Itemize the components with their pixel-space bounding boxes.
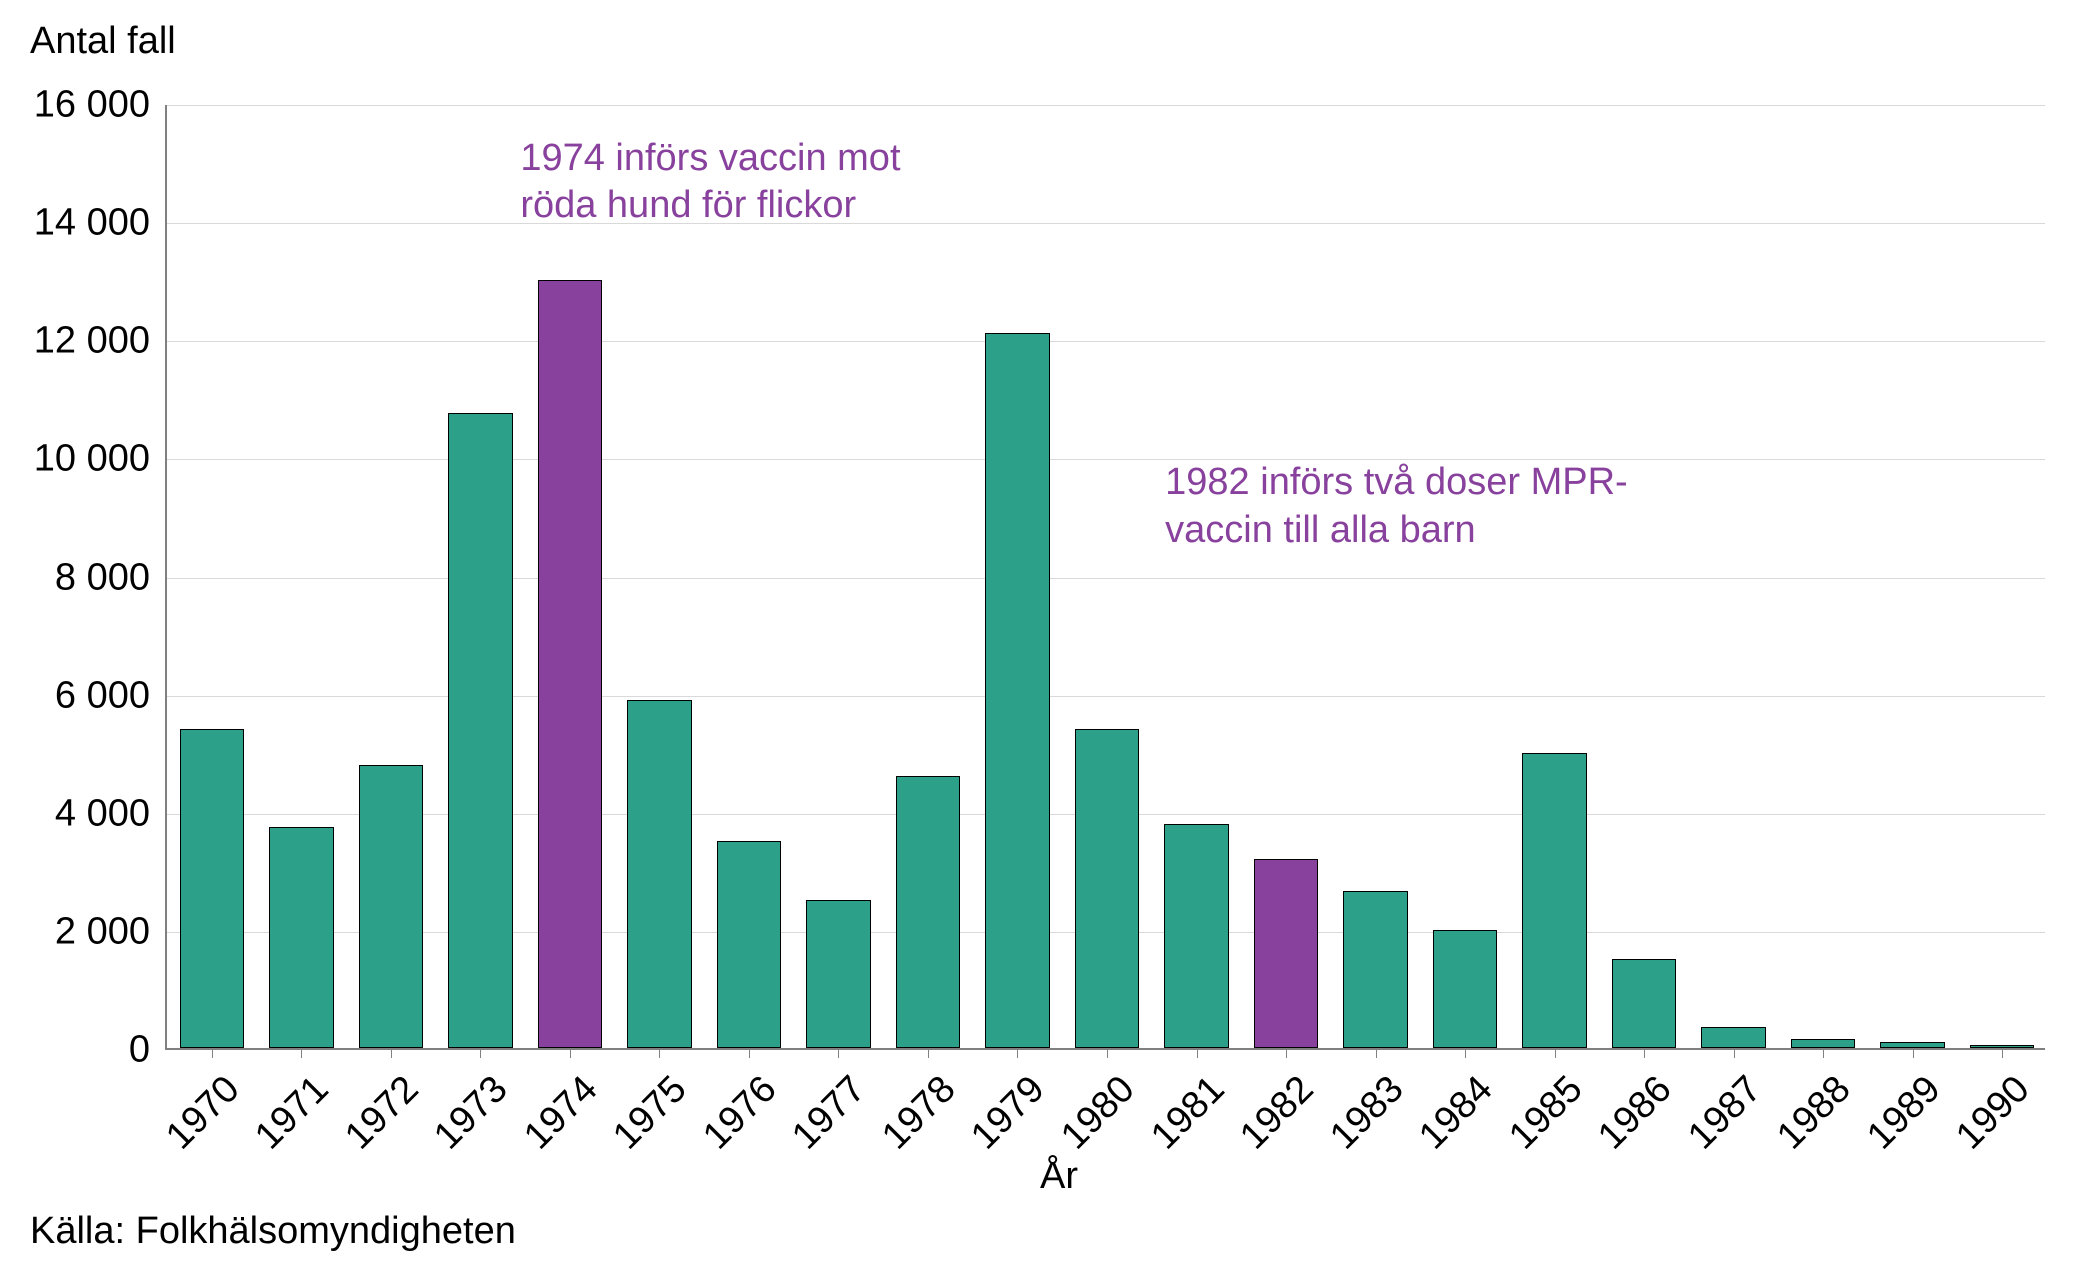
bar <box>1791 1039 1855 1048</box>
gridline <box>167 223 2045 224</box>
x-tick-label: 1972 <box>337 1068 427 1158</box>
y-tick-label: 4 000 <box>20 792 150 835</box>
bar <box>1522 753 1586 1048</box>
x-tick-mark <box>301 1048 302 1058</box>
x-tick-label: 1971 <box>247 1068 337 1158</box>
x-tick-mark <box>1644 1048 1645 1058</box>
x-tick-label: 1978 <box>874 1068 964 1158</box>
y-tick-label: 12 000 <box>20 320 150 363</box>
x-tick-mark <box>1197 1048 1198 1058</box>
x-tick-mark <box>1376 1048 1377 1058</box>
x-tick-mark <box>1555 1048 1556 1058</box>
bar <box>1343 891 1407 1048</box>
x-tick-mark <box>2002 1048 2003 1058</box>
y-tick-label: 2 000 <box>20 910 150 953</box>
bar <box>627 700 691 1048</box>
x-tick-mark <box>1465 1048 1466 1058</box>
x-tick-label: 1984 <box>1411 1068 1501 1158</box>
x-tick-mark <box>749 1048 750 1058</box>
x-tick-mark <box>1107 1048 1108 1058</box>
x-tick-label: 1979 <box>964 1068 1054 1158</box>
x-tick-label: 1977 <box>785 1068 875 1158</box>
bar <box>1433 930 1497 1048</box>
x-tick-mark <box>212 1048 213 1058</box>
bar <box>985 333 1049 1048</box>
x-tick-mark <box>838 1048 839 1058</box>
annotation: 1974 införs vaccin motröda hund för flic… <box>520 135 900 230</box>
bar <box>359 765 423 1049</box>
x-tick-label: 1970 <box>158 1068 248 1158</box>
bar <box>448 413 512 1048</box>
x-tick-mark <box>659 1048 660 1058</box>
bar <box>180 729 244 1048</box>
chart-container: Antal fall År Källa: Folkhälsomyndighete… <box>0 0 2079 1268</box>
gridline <box>167 105 2045 106</box>
bar <box>1612 959 1676 1048</box>
x-tick-label: 1988 <box>1769 1068 1859 1158</box>
x-tick-label: 1990 <box>1948 1068 2038 1158</box>
x-tick-label: 1985 <box>1501 1068 1591 1158</box>
bar <box>1701 1027 1765 1048</box>
annotation: 1982 införs två doser MPR-vaccin till al… <box>1165 459 1628 554</box>
gridline <box>167 341 2045 342</box>
x-tick-label: 1980 <box>1053 1068 1143 1158</box>
plot-area <box>165 105 2045 1050</box>
bar <box>806 900 870 1048</box>
x-tick-mark <box>928 1048 929 1058</box>
bar <box>1164 824 1228 1048</box>
x-tick-mark <box>1913 1048 1914 1058</box>
x-axis-title: År <box>1040 1155 1078 1198</box>
x-tick-label: 1989 <box>1859 1068 1949 1158</box>
x-tick-mark <box>1286 1048 1287 1058</box>
bar <box>717 841 781 1048</box>
x-tick-label: 1983 <box>1322 1068 1412 1158</box>
x-tick-label: 1987 <box>1680 1068 1770 1158</box>
bar <box>896 776 960 1048</box>
x-tick-mark <box>1017 1048 1018 1058</box>
y-axis-title: Antal fall <box>30 20 176 63</box>
y-tick-label: 0 <box>20 1029 150 1072</box>
bar <box>538 280 602 1048</box>
x-tick-mark <box>1823 1048 1824 1058</box>
bar <box>1075 729 1139 1048</box>
x-tick-label: 1973 <box>427 1068 517 1158</box>
x-tick-mark <box>1734 1048 1735 1058</box>
bar <box>1254 859 1318 1048</box>
x-tick-label: 1981 <box>1143 1068 1233 1158</box>
x-tick-mark <box>391 1048 392 1058</box>
y-tick-label: 14 000 <box>20 202 150 245</box>
bar <box>269 827 333 1048</box>
x-tick-label: 1982 <box>1232 1068 1322 1158</box>
x-tick-label: 1976 <box>695 1068 785 1158</box>
x-tick-mark <box>480 1048 481 1058</box>
x-tick-mark <box>570 1048 571 1058</box>
y-tick-label: 8 000 <box>20 556 150 599</box>
x-tick-label: 1986 <box>1590 1068 1680 1158</box>
x-tick-label: 1974 <box>516 1068 606 1158</box>
y-tick-label: 16 000 <box>20 84 150 127</box>
y-tick-label: 6 000 <box>20 674 150 717</box>
source-text: Källa: Folkhälsomyndigheten <box>30 1210 516 1253</box>
y-tick-label: 10 000 <box>20 438 150 481</box>
x-tick-label: 1975 <box>606 1068 696 1158</box>
